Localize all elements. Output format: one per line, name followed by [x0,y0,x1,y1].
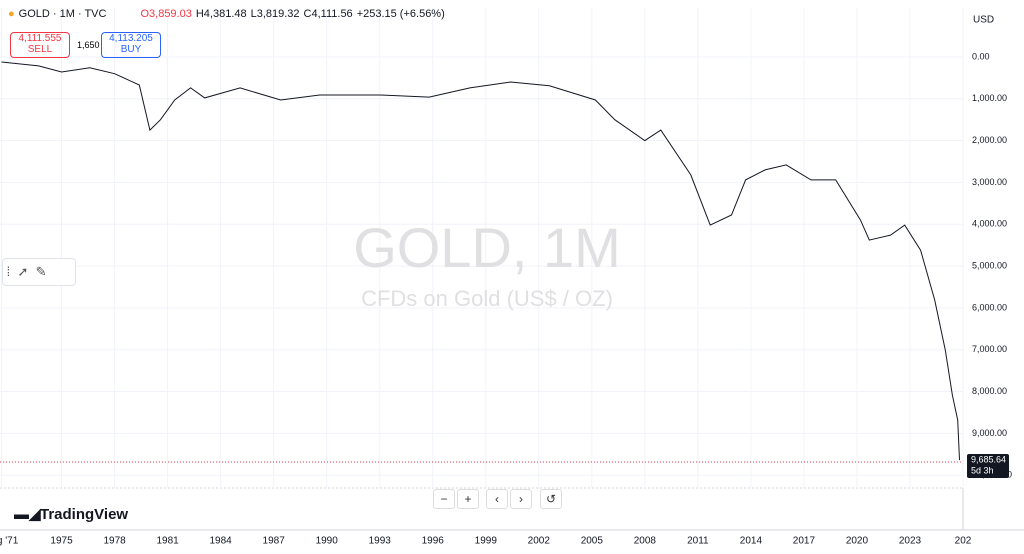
scroll-right[interactable]: › [510,489,532,509]
x-tick-label: 1978 [103,536,126,547]
x-tick-label: 1984 [210,536,233,547]
y-tick-label: 0.00 [972,51,990,61]
x-tick-label: 1981 [156,536,179,547]
spread: 1,650 [77,40,100,50]
x-tick-label: 2014 [740,536,763,547]
brand-mark: ▬◢ [14,506,41,523]
x-tick-label: 2020 [846,536,869,547]
y-tick-label: 6,000.00 [972,302,1007,312]
countdown: 5d 3h [971,465,994,475]
x-tick-label: 2017 [793,536,816,547]
scroll-left[interactable]: ‹ [486,489,508,509]
x-tick-label: Aug '71 [0,536,19,547]
y-tick-label: 2,000.00 [972,135,1007,145]
legend: ● GOLD · 1M · TVC O3,859.03 H4,381.48 L3… [8,8,445,20]
y-tick-label: 9,000.00 [972,428,1007,438]
y-tick-label: 3,000.00 [972,177,1007,187]
sell-label: SELL [27,44,53,55]
x-tick-label: 2002 [528,536,551,547]
x-tick-label: 1975 [50,536,73,547]
symbol[interactable]: GOLD · 1M · TVC [18,8,107,20]
close: C4,111.56 [303,8,353,20]
icon: ● [8,8,15,20]
drawing-toolbar: ⁞ ➚ ✎ [2,258,76,286]
buy-label: BUY [120,44,142,55]
zoom-in[interactable]: + [457,489,479,509]
y-tick-label: 1,000.00 [972,93,1007,103]
x-tick-label: 1999 [475,536,498,547]
x-tick-label: 202 [955,536,972,547]
sell-button[interactable]: 4,111.555 SELL [10,32,70,58]
x-tick-label: 2023 [899,536,922,547]
high: H4,381.48 [195,8,247,20]
x-tick-label: 2011 [687,536,709,547]
brand-bg [5,505,135,525]
zoom-out[interactable]: − [433,489,455,509]
y-tick-label: 5,000.00 [972,260,1007,270]
y-tick-label: 4,000.00 [972,219,1007,229]
price-line [1,61,960,461]
currency[interactable]: USD [973,15,994,26]
buy-price: 4,113.205 [109,33,153,44]
x-tick-label: 1996 [422,536,445,547]
last-price-tag [967,454,1009,479]
watermark-subtitle: CFDs on Gold (US$ / OZ) [361,286,613,311]
x-tick-label: 1987 [263,536,286,547]
x-tick-label: 1990 [316,536,339,547]
sell-price: 4,111.555 [18,33,62,44]
change: +253.15 (+6.56%) [356,8,445,20]
watermark-title: GOLD, 1M [353,216,621,279]
x-tick-label: 1993 [369,536,392,547]
reset[interactable]: ↺ [540,489,562,509]
last-price-label: 9,685.64 [971,454,1006,464]
buy-button[interactable]: 4,113.205 BUY [101,32,161,58]
x-tick-label: 2008 [634,536,657,547]
low: L3,819.32 [250,8,300,20]
y-tick-label: 7,000.00 [972,344,1007,354]
x-tick-label: 2005 [581,536,604,547]
y-tick-label: 8,000.00 [972,386,1007,396]
open: O3,859.03 [140,8,192,20]
brand[interactable]: TradingView [40,506,128,523]
